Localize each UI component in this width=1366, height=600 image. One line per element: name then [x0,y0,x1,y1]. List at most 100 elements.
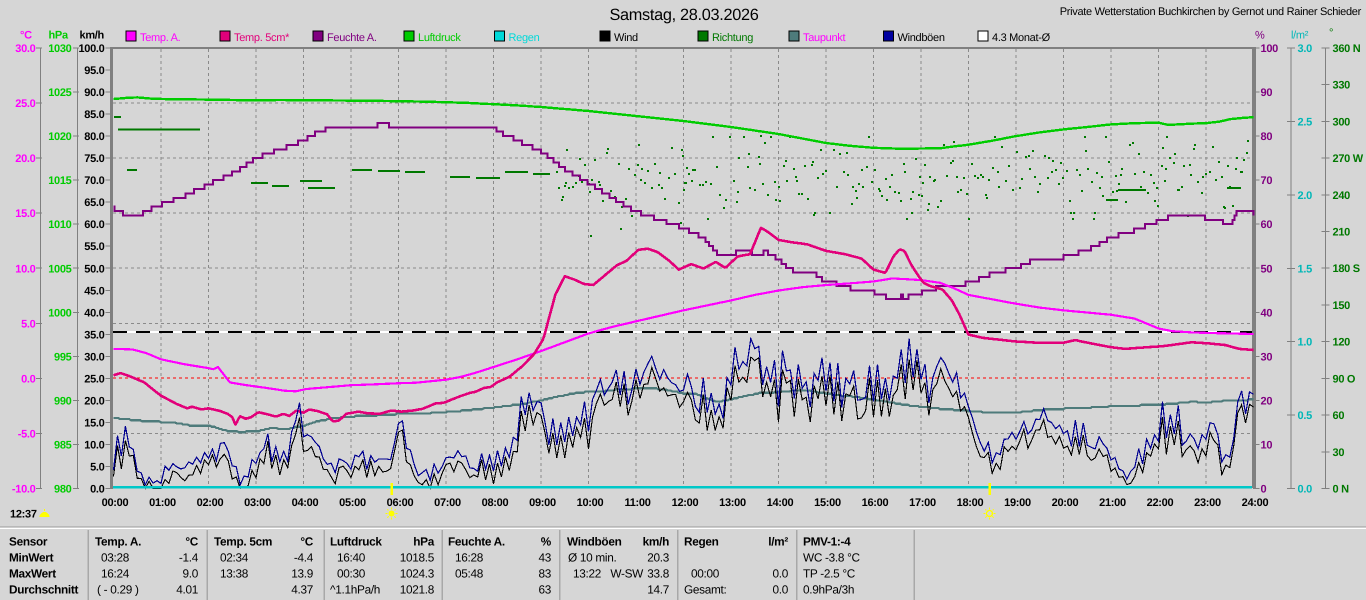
svg-text:50.0: 50.0 [84,263,104,275]
svg-text:0.0: 0.0 [90,484,105,496]
svg-text:2.5: 2.5 [1298,116,1313,128]
svg-text:( - 0.29 ): ( - 0.29 ) [97,583,139,597]
svg-text:05:00: 05:00 [339,497,366,509]
svg-text:25.0: 25.0 [15,98,35,110]
svg-text:1000: 1000 [48,307,71,319]
svg-text:hPa: hPa [49,30,69,42]
svg-text:Richtung: Richtung [712,32,753,44]
svg-text:80: 80 [1261,131,1273,143]
svg-text:980: 980 [54,484,72,496]
svg-text:15.0: 15.0 [84,417,104,429]
svg-text:50: 50 [1261,263,1273,275]
svg-text:Temp. 5cm: Temp. 5cm [214,535,272,549]
svg-text:1020: 1020 [48,131,71,143]
svg-text:Feuchte A.: Feuchte A. [448,535,505,549]
svg-text:Private Wetterstation Buchkirc: Private Wetterstation Buchkirchen by Ger… [1060,6,1362,18]
svg-text:0 N: 0 N [1333,483,1350,495]
svg-text:00:30: 00:30 [337,567,366,581]
svg-text:23:00: 23:00 [1194,497,1221,509]
svg-text:00:00: 00:00 [102,497,129,509]
svg-text:60: 60 [1333,410,1345,422]
svg-text:270 W: 270 W [1333,153,1364,165]
svg-text:30: 30 [1261,351,1273,363]
svg-text:0.9hPa/3h: 0.9hPa/3h [803,583,854,597]
svg-text:°C: °C [20,30,32,42]
svg-text:13.9: 13.9 [291,567,313,581]
svg-text:Sensor: Sensor [9,535,48,549]
svg-text:Gesamt:: Gesamt: [684,583,727,597]
svg-text:17:00: 17:00 [909,497,936,509]
svg-text:18:00: 18:00 [957,497,984,509]
svg-text:20.3: 20.3 [647,551,669,565]
svg-text:Windböen: Windböen [567,535,622,549]
svg-text:07:00: 07:00 [434,497,461,509]
svg-text:hPa: hPa [413,535,434,549]
svg-text:1015: 1015 [48,175,71,187]
svg-text:Temp. A.: Temp. A. [95,535,141,549]
svg-text:4.01: 4.01 [176,583,198,597]
svg-text:l/m²: l/m² [768,535,788,549]
svg-text:08:00: 08:00 [482,497,509,509]
svg-text:20:00: 20:00 [1052,497,1079,509]
svg-text:180 S: 180 S [1333,263,1360,275]
svg-text:04:00: 04:00 [292,497,319,509]
svg-text:21:00: 21:00 [1099,497,1126,509]
svg-text:30: 30 [1333,447,1345,459]
svg-text:15.0: 15.0 [15,208,35,220]
svg-text:1010: 1010 [48,219,71,231]
svg-text:985: 985 [54,439,72,451]
svg-text:PMV-1:-4: PMV-1:-4 [803,535,851,549]
svg-text:1024.3: 1024.3 [400,567,435,581]
svg-text:Wind: Wind [614,32,638,44]
svg-text:W-SW: W-SW [610,567,644,581]
svg-text:990: 990 [54,395,72,407]
svg-text:15:00: 15:00 [814,497,841,509]
svg-text:1030: 1030 [48,43,71,55]
svg-text:330: 330 [1333,80,1351,92]
svg-text:63: 63 [538,583,551,597]
svg-text:0.0: 0.0 [1298,484,1313,496]
svg-text:24:00: 24:00 [1242,497,1269,509]
svg-text:-10.0: -10.0 [12,484,36,496]
svg-text:16:40: 16:40 [337,551,366,565]
svg-text:20: 20 [1261,395,1273,407]
svg-text:12:37: 12:37 [10,509,37,521]
svg-text:150: 150 [1333,300,1351,312]
svg-text:9.0: 9.0 [183,567,199,581]
svg-text:13:22: 13:22 [573,567,601,581]
svg-text:60: 60 [1261,219,1273,231]
svg-text:70.0: 70.0 [84,175,104,187]
svg-text:10.0: 10.0 [84,439,104,451]
svg-text:-4.4: -4.4 [294,551,314,565]
svg-text:65.0: 65.0 [84,197,104,209]
svg-text:30.0: 30.0 [15,43,35,55]
svg-text:Temp. 5cm*: Temp. 5cm* [234,32,290,44]
svg-text:83: 83 [538,567,551,581]
svg-text:Samstag, 28.03.2026: Samstag, 28.03.2026 [609,6,758,24]
svg-text:10: 10 [1261,439,1273,451]
svg-text:43: 43 [538,551,551,565]
svg-text:40: 40 [1261,307,1273,319]
svg-text:1025: 1025 [48,87,71,99]
svg-text:Ø 10 min.: Ø 10 min. [568,551,616,565]
svg-text:%: % [541,535,552,549]
svg-text:°C: °C [300,535,313,549]
svg-text:Taupunkt: Taupunkt [803,32,845,44]
svg-text:06:00: 06:00 [387,497,414,509]
svg-text:300: 300 [1333,116,1351,128]
svg-text:3.0: 3.0 [1298,43,1313,55]
svg-text:-5.0: -5.0 [18,428,36,440]
svg-text:90 O: 90 O [1333,373,1356,385]
svg-text:02:00: 02:00 [197,497,224,509]
svg-text:1.0: 1.0 [1298,337,1313,349]
svg-text:120: 120 [1333,337,1351,349]
svg-text:WC -3.8 °C: WC -3.8 °C [803,551,861,565]
svg-text:km/h: km/h [80,30,105,42]
svg-text:12:00: 12:00 [672,497,699,509]
svg-text:%: % [1255,30,1265,42]
svg-text:14:00: 14:00 [767,497,794,509]
svg-text:95.0: 95.0 [84,65,104,77]
svg-text:13:00: 13:00 [719,497,746,509]
svg-text:100.0: 100.0 [78,43,104,55]
svg-text:14.7: 14.7 [647,583,669,597]
